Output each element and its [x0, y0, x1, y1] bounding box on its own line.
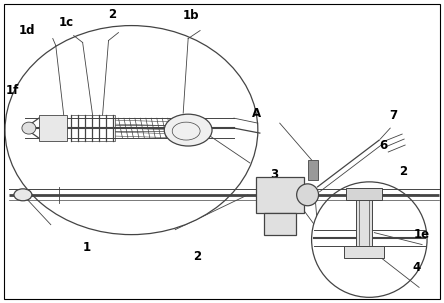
Bar [346, 188, 382, 200]
Ellipse shape [5, 25, 258, 235]
Text: 2: 2 [108, 8, 117, 21]
Ellipse shape [14, 189, 32, 201]
Text: A: A [252, 107, 261, 120]
Ellipse shape [297, 184, 318, 206]
Text: 1d: 1d [19, 24, 36, 37]
Text: 1c: 1c [59, 16, 74, 29]
Bar [345, 245, 384, 258]
Bar [256, 177, 304, 213]
Text: 2: 2 [399, 165, 407, 178]
Bar [308, 160, 317, 180]
Text: 1: 1 [83, 241, 91, 254]
Text: 3: 3 [270, 168, 278, 181]
Ellipse shape [164, 114, 212, 146]
Text: 2: 2 [193, 250, 201, 263]
Text: 4: 4 [412, 261, 420, 274]
Ellipse shape [312, 182, 427, 297]
Bar [39, 115, 67, 141]
Bar [264, 213, 296, 235]
Text: 7: 7 [389, 109, 397, 122]
Text: 1f: 1f [6, 84, 20, 97]
Text: 1b: 1b [183, 9, 200, 22]
Text: 1e: 1e [414, 228, 430, 241]
Bar [71, 115, 115, 141]
Text: 6: 6 [379, 138, 388, 152]
Ellipse shape [22, 122, 36, 134]
Bar [357, 198, 373, 245]
